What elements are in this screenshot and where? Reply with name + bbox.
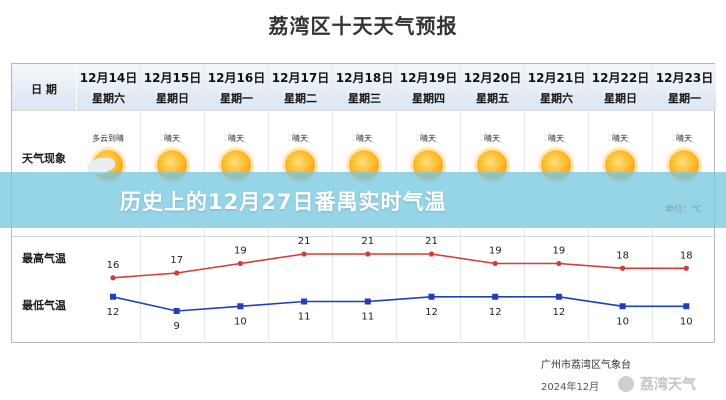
low-temp-label: 10: [234, 316, 247, 327]
high-temp-label: 17: [170, 255, 183, 266]
day-week: 星期四: [412, 92, 445, 105]
weather-text: 晴天: [612, 134, 628, 143]
high-temp-label: 18: [680, 250, 693, 261]
low-temp-point: [110, 293, 116, 300]
temp-divider: [12, 236, 716, 237]
day-date: 12月19日: [399, 71, 458, 85]
high-temp-point: [683, 265, 689, 271]
low-temp-label: 12: [107, 307, 120, 318]
day-header-8: 12月21日 星期六: [524, 64, 588, 110]
high-temp-label: 18: [616, 250, 629, 261]
high-temp-point: [620, 265, 626, 271]
row-label-date: 日 期: [31, 83, 57, 96]
day-date: 12月21日: [527, 71, 586, 85]
weather-text: 晴天: [164, 134, 180, 143]
low-temp-point: [619, 303, 626, 310]
low-temp-point: [492, 293, 499, 300]
high-temp-point: [174, 270, 180, 276]
high-temp-point: [556, 260, 562, 267]
day-header-3: 12月16日 星期一: [204, 64, 268, 110]
day-date: 12月22日: [591, 71, 650, 85]
weather-text: 晴天: [548, 134, 564, 143]
day-date: 12月15日: [143, 71, 202, 85]
overlay-banner: [0, 172, 726, 228]
high-temp-label: 21: [298, 236, 311, 247]
high-temp-point: [237, 260, 243, 267]
low-temp-point: [237, 303, 244, 310]
overlay-title: 历史上的12月27日番禺实时气温: [120, 190, 447, 214]
low-temp-point: [173, 308, 180, 314]
day-date: 12月16日: [207, 71, 266, 85]
low-temp-label: 12: [553, 307, 566, 318]
row-label-low: 最低气温: [22, 299, 66, 312]
high-temp-label: 19: [234, 246, 247, 257]
weather-text: 晴天: [292, 134, 308, 143]
day-header-1: 12月14日 星期六: [76, 64, 140, 110]
high-temp-point: [301, 251, 307, 257]
day-header-6: 12月19日 星期四: [396, 64, 460, 110]
day-date: 12月23日: [655, 71, 714, 85]
low-temp-point: [301, 298, 308, 305]
high-temp-point: [428, 251, 435, 257]
weather-text: 晴天: [228, 134, 244, 143]
low-temp-label: 10: [680, 316, 693, 327]
source-label: 广州市荔湾区气象台: [541, 360, 631, 371]
low-temp-label: 11: [298, 312, 311, 323]
low-temp-label: 12: [489, 307, 502, 318]
day-week: 星期六: [92, 92, 125, 105]
low-temp-point: [683, 303, 690, 310]
high-temp-label: 21: [425, 236, 438, 247]
weather-text: 晴天: [676, 134, 692, 143]
header-divider: [12, 110, 716, 111]
day-date: 12月18日: [335, 71, 394, 85]
low-temp-label: 12: [425, 307, 438, 318]
high-temp-label: 19: [553, 246, 566, 257]
day-week: 星期六: [540, 92, 573, 105]
day-date: 12月20日: [463, 71, 522, 85]
low-temp-point: [428, 293, 435, 300]
low-temp-label: 9: [174, 321, 180, 332]
low-temp-label: 10: [616, 316, 629, 327]
day-week: 星期日: [604, 92, 637, 105]
day-week: 星期一: [668, 92, 701, 105]
day-week: 星期一: [220, 92, 253, 105]
low-temp-label: 11: [361, 312, 374, 323]
day-week: 星期三: [348, 92, 381, 105]
day-date: 12月17日: [271, 71, 330, 85]
page-title: 荔湾区十天天气预报: [268, 14, 458, 38]
day-header-5: 12月18日 星期三: [332, 64, 396, 110]
high-temp-line: [112, 253, 687, 279]
date-header-cell: [12, 64, 76, 110]
day-week: 星期五: [476, 92, 509, 105]
day-week: 星期二: [284, 92, 317, 105]
high-temp-label: 16: [107, 260, 120, 271]
row-label-high: 最高气温: [22, 252, 66, 265]
high-temp-label: 19: [489, 246, 502, 257]
day-header-10: 12月23日 星期一: [652, 64, 716, 110]
watermark-text: 荔湾天气: [640, 377, 696, 393]
high-temp-point: [365, 251, 371, 257]
issue-date-label: 2024年12月: [541, 382, 600, 393]
weather-text: 多云到晴: [92, 134, 124, 143]
low-temp-line: [112, 295, 687, 312]
low-temp-point: [555, 293, 562, 300]
weather-text: 晴天: [356, 134, 372, 143]
day-date: 12月14日: [79, 71, 138, 85]
row-label-weather: 天气现象: [22, 152, 66, 165]
high-temp-label: 21: [361, 236, 374, 247]
high-temp-point: [492, 260, 498, 267]
day-week: 星期日: [156, 92, 189, 105]
day-header-2: 12月15日 星期日: [140, 64, 204, 110]
day-header-9: 12月22日 星期日: [588, 64, 652, 110]
high-temp-point: [110, 275, 116, 281]
weather-text: 晴天: [420, 134, 436, 143]
weather-text: 晴天: [484, 134, 500, 143]
watermark-logo-icon: [618, 376, 634, 392]
low-temp-point: [364, 298, 371, 305]
unit-label: 单位：℃: [665, 205, 703, 215]
day-header-4: 12月17日 星期二: [268, 64, 332, 110]
